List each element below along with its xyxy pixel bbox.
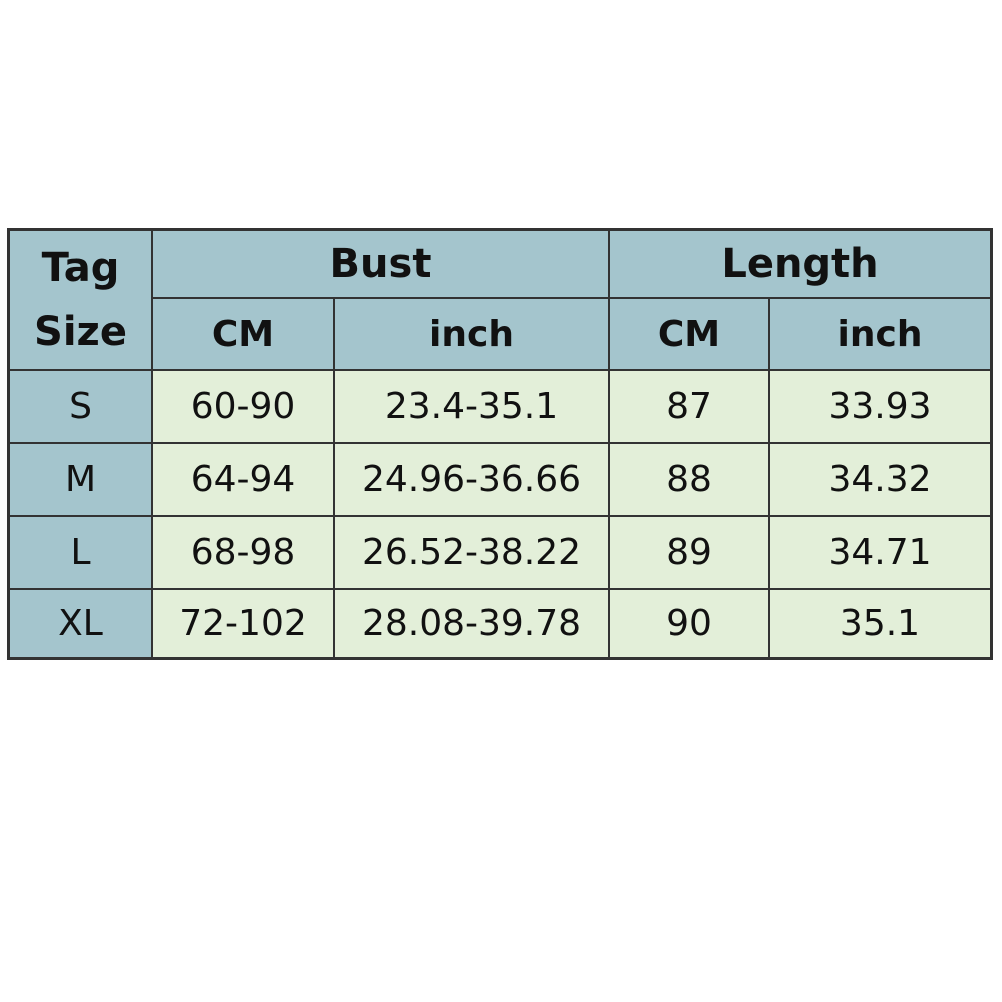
corner-text: Tag (41, 245, 120, 291)
size-value: 33.93 (769, 370, 991, 443)
size-value: 34.71 (769, 516, 991, 589)
size-value: 72-102 (152, 589, 334, 658)
size-label: M (9, 443, 152, 516)
size-table: Tag Size Bust CM inch Length CM inch S 60-90 23.4-… (7, 228, 993, 660)
size-value: 60-90 (152, 370, 334, 443)
size-value: 88 (609, 443, 769, 516)
unit-header: CM (152, 298, 334, 370)
unit-header: inch (334, 298, 609, 370)
size-value: 34.32 (769, 443, 991, 516)
corner-header: Tag Size (9, 230, 152, 370)
size-value: 23.4-35.1 (334, 370, 609, 443)
group-header: Bust (152, 230, 609, 298)
corner-label: Tag Size (34, 236, 127, 364)
size-value: 28.08-39.78 (334, 589, 609, 658)
size-label: XL (9, 589, 152, 658)
corner-text: Size (34, 309, 127, 355)
group-header: Length (609, 230, 991, 298)
size-value: 35.1 (769, 589, 991, 658)
unit-header: inch (769, 298, 991, 370)
size-value: 68-98 (152, 516, 334, 589)
size-value: 90 (609, 589, 769, 658)
size-value: 64-94 (152, 443, 334, 516)
size-value: 26.52-38.22 (334, 516, 609, 589)
size-value: 89 (609, 516, 769, 589)
size-value: 87 (609, 370, 769, 443)
size-label: S (9, 370, 152, 443)
unit-header: CM (609, 298, 769, 370)
size-label: L (9, 516, 152, 589)
size-value: 24.96-36.66 (334, 443, 609, 516)
